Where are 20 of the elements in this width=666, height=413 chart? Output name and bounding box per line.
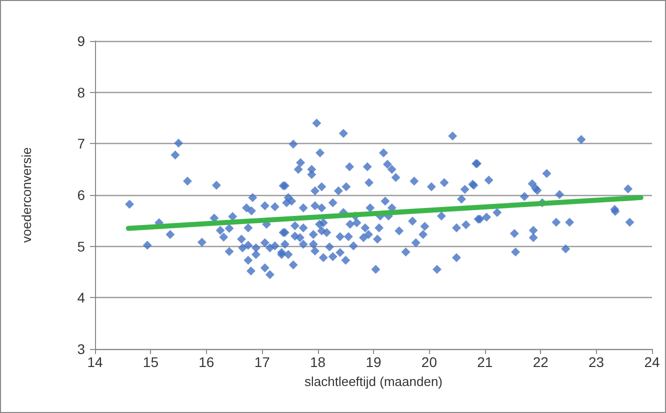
x-tick-label: 18 xyxy=(310,354,326,370)
y-tick-label: 7 xyxy=(77,136,86,152)
y-tick-label: 9 xyxy=(77,33,86,49)
x-tick-label: 14 xyxy=(87,354,103,370)
y-tick-label: 3 xyxy=(77,341,86,357)
x-axis-title: slachtleeftijd (maanden) xyxy=(304,374,443,389)
x-tick-label: 24 xyxy=(644,354,660,370)
y-tick-label: 5 xyxy=(77,238,86,254)
y-tick-label: 8 xyxy=(77,84,86,100)
y-tick-label: 4 xyxy=(77,290,86,306)
x-tick-label: 21 xyxy=(477,354,493,370)
x-tick-label: 23 xyxy=(588,354,604,370)
x-tick-label: 17 xyxy=(254,354,270,370)
y-tick-label: 6 xyxy=(77,187,86,203)
x-tick-label: 19 xyxy=(366,354,382,370)
x-tick-label: 16 xyxy=(198,354,214,370)
x-tick-label: 22 xyxy=(532,354,549,370)
x-tick-label: 15 xyxy=(142,354,159,370)
x-tick-label: 20 xyxy=(421,354,438,370)
y-axis-title: voederconversie xyxy=(19,147,34,243)
